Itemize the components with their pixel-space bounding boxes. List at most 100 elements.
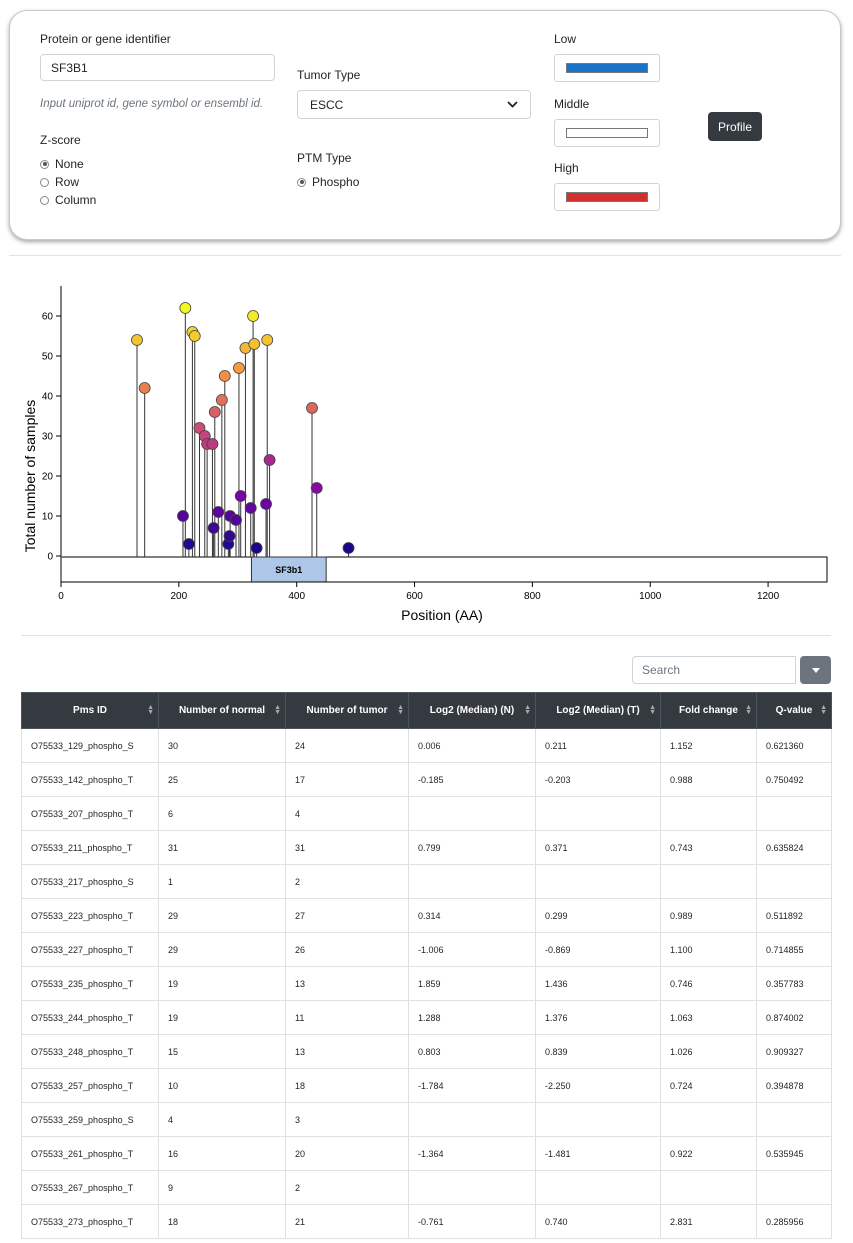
table-cell: -1.784 xyxy=(408,1068,536,1103)
column-header[interactable]: Log2 (Median) (N) ▲ ▼ xyxy=(408,692,536,729)
table-cell: 1.152 xyxy=(660,728,757,763)
sort-icon[interactable]: ▲ ▼ xyxy=(524,704,531,716)
table-cell: O75533_248_phospho_T xyxy=(21,1034,159,1069)
lollipop-point xyxy=(244,502,257,514)
sort-icon[interactable]: ▲ ▼ xyxy=(147,704,154,716)
table-cell: 1.026 xyxy=(660,1034,757,1069)
table-cell xyxy=(756,864,832,899)
table-cell: 1.436 xyxy=(535,966,661,1001)
table-row: O75533_257_phospho_T 10 18 -1.784 -2.250 0.72… xyxy=(21,1068,832,1103)
radio-icon[interactable] xyxy=(40,177,49,187)
table-cell: 10 xyxy=(158,1068,286,1103)
table-cell: 21 xyxy=(285,1204,409,1239)
table-cell: 1.100 xyxy=(660,932,757,967)
y-tick-label: 0 xyxy=(47,552,53,563)
middle-color-picker[interactable] xyxy=(554,119,660,147)
table-row: O75533_273_phospho_T 18 21 -0.761 0.740 2.831… xyxy=(21,1204,832,1239)
table-cell xyxy=(660,864,757,899)
column-header[interactable]: Number of tumor ▲ ▼ xyxy=(285,692,409,729)
column-header[interactable]: Pms ID ▲ ▼ xyxy=(21,692,159,729)
search-input[interactable]: Search xyxy=(632,656,796,684)
tumor-type-select[interactable]: ESCC xyxy=(297,90,531,119)
table-cell: 2.831 xyxy=(660,1204,757,1239)
table-row: O75533_211_phospho_T 31 31 0.799 0.371 0.743 0… xyxy=(21,830,832,865)
lollipop-point xyxy=(138,382,151,394)
table-cell: 16 xyxy=(158,1136,286,1171)
sort-icon[interactable]: ▲ ▼ xyxy=(649,704,656,716)
zscore-option-label: Column xyxy=(55,193,97,207)
lollipop-point xyxy=(212,506,225,518)
middle-color-label: Middle xyxy=(554,97,590,111)
x-tick-label: 1000 xyxy=(639,591,662,602)
table-cell: 0.371 xyxy=(535,830,661,865)
column-header[interactable]: Fold change ▲ ▼ xyxy=(660,692,757,729)
table-cell: 0.535945 xyxy=(756,1136,832,1171)
sort-icon[interactable]: ▲ ▼ xyxy=(274,704,281,716)
table-cell xyxy=(408,1170,536,1205)
sort-icon[interactable]: ▲ ▼ xyxy=(745,704,752,716)
profile-button[interactable]: Profile xyxy=(708,112,762,141)
column-header[interactable]: Q-value ▲ ▼ xyxy=(756,692,832,729)
sort-icon[interactable]: ▲ ▼ xyxy=(820,704,827,716)
table-cell: 25 xyxy=(158,762,286,797)
table-cell xyxy=(535,796,661,831)
identifier-label: Protein or gene identifier xyxy=(40,32,171,46)
lollipop-point xyxy=(261,334,274,346)
column-header[interactable]: Log2 (Median) (T) ▲ ▼ xyxy=(535,692,661,729)
table-cell: 0.635824 xyxy=(756,830,832,865)
table-cell: 0.988 xyxy=(660,762,757,797)
identifier-input[interactable] xyxy=(40,54,275,81)
table-cell xyxy=(535,1102,661,1137)
table-cell: 20 xyxy=(285,1136,409,1171)
lollipop-point xyxy=(310,482,323,494)
x-tick-label: 0 xyxy=(58,591,64,602)
table-row: O75533_244_phospho_T 19 11 1.288 1.376 1.063 0… xyxy=(21,1000,832,1035)
x-tick-label: 800 xyxy=(524,591,541,602)
ptm-option-phospho[interactable]: Phospho xyxy=(297,175,359,189)
table-cell: 1.376 xyxy=(535,1000,661,1035)
zscore-option-row[interactable]: Row xyxy=(40,175,79,189)
domain-box xyxy=(250,556,327,583)
table-cell: 0.922 xyxy=(660,1136,757,1171)
table-cell: O75533_267_phospho_T xyxy=(21,1170,159,1205)
radio-icon[interactable] xyxy=(40,195,49,205)
table-cell: 0.357783 xyxy=(756,966,832,1001)
table-cell: O75533_129_phospho_S xyxy=(21,728,159,763)
radio-icon[interactable] xyxy=(297,177,306,187)
table-cell: 0.839 xyxy=(535,1034,661,1069)
table-row: O75533_207_phospho_T 6 4 xyxy=(21,796,832,831)
table-cell xyxy=(756,796,832,831)
high-color-picker[interactable] xyxy=(554,183,660,211)
table-row: O75533_227_phospho_T 29 26 -1.006 -0.869 1.10… xyxy=(21,932,832,967)
table-cell: -0.761 xyxy=(408,1204,536,1239)
zscore-option-none[interactable]: None xyxy=(40,157,84,171)
table-cell: 0.989 xyxy=(660,898,757,933)
table-cell: 0.314 xyxy=(408,898,536,933)
radio-icon[interactable] xyxy=(40,159,49,169)
lollipop-point xyxy=(233,362,245,374)
zscore-option-column[interactable]: Column xyxy=(40,193,96,207)
lollipop-point xyxy=(208,406,221,418)
table-cell: -1.364 xyxy=(408,1136,536,1171)
table-cell: O75533_217_phospho_S xyxy=(21,864,159,899)
table-cell: 29 xyxy=(158,898,286,933)
table-cell xyxy=(408,1102,536,1137)
table-cell: 0.750492 xyxy=(756,762,832,797)
table-cell: O75533_261_phospho_T xyxy=(21,1136,159,1171)
column-header[interactable]: Number of normal ▲ ▼ xyxy=(158,692,286,729)
x-tick-label: 400 xyxy=(288,591,305,602)
table-row: O75533_217_phospho_S 1 2 xyxy=(21,864,832,899)
search-options-button[interactable] xyxy=(800,656,831,684)
sort-icon[interactable]: ▲ ▼ xyxy=(397,704,404,716)
table-cell: O75533_257_phospho_T xyxy=(21,1068,159,1103)
table-cell: 24 xyxy=(285,728,409,763)
identifier-hint: Input uniprot id, gene symbol or ensembl… xyxy=(40,98,264,110)
low-color-picker[interactable] xyxy=(554,54,660,82)
x-axis-label: Position (AA) xyxy=(401,607,483,623)
table-cell: -1.006 xyxy=(408,932,536,967)
table-row: O75533_235_phospho_T 19 13 1.859 1.436 0.746 0… xyxy=(21,966,832,1001)
divider xyxy=(9,255,841,256)
lollipop-point xyxy=(179,302,192,314)
column-header-label: Number of tumor xyxy=(306,705,388,716)
table-cell: O75533_227_phospho_T xyxy=(21,932,159,967)
